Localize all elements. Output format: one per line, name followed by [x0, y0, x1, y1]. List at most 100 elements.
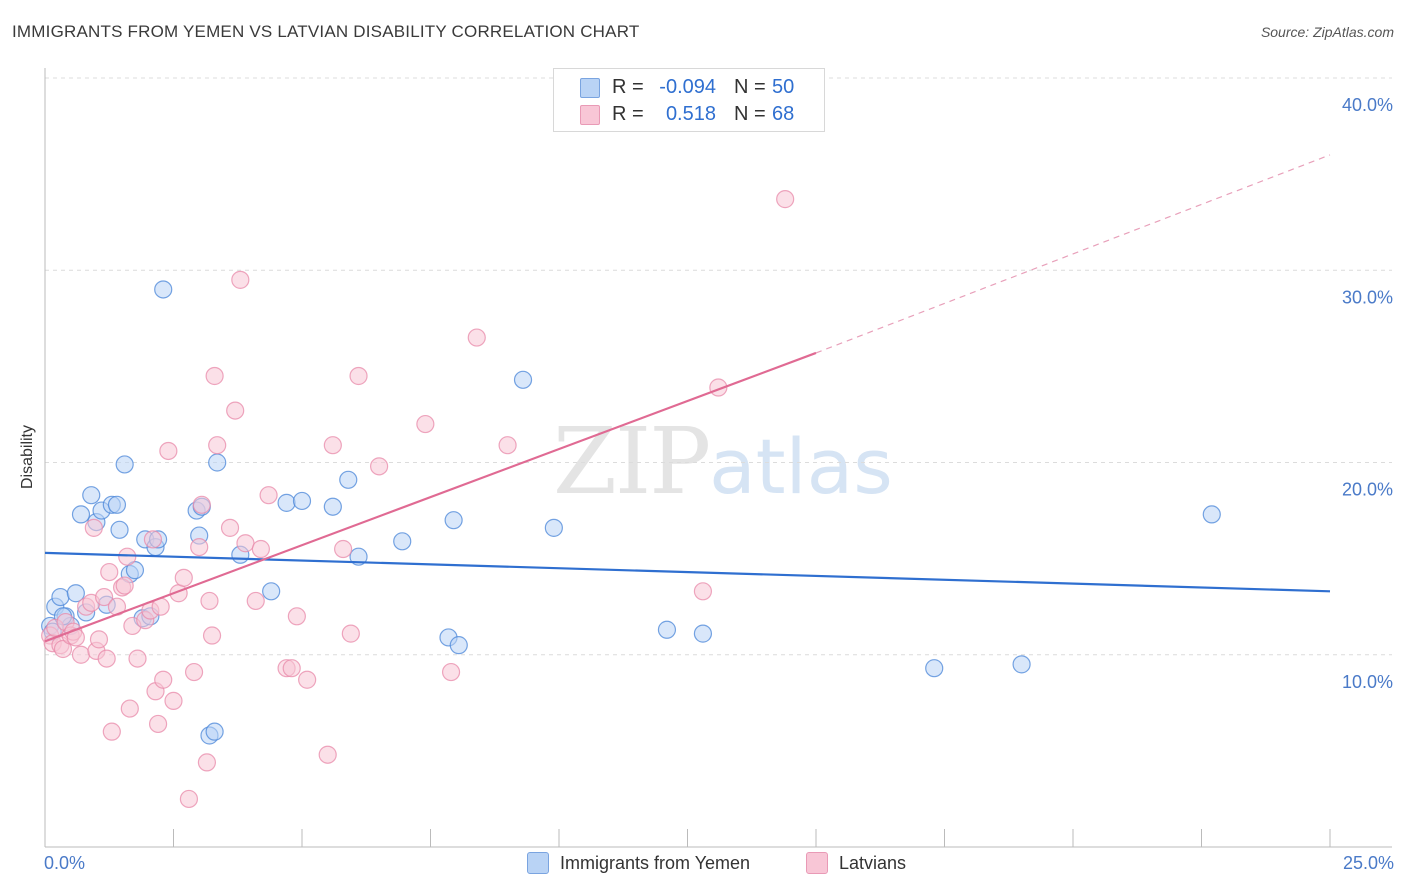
point-yemen	[262, 582, 281, 601]
point-yemen	[1202, 505, 1221, 524]
axes	[44, 68, 1392, 848]
point-yemen	[125, 561, 145, 580]
trend-extension-latvians	[815, 154, 1331, 354]
point-latvians	[192, 495, 211, 514]
point-latvians	[226, 401, 245, 420]
point-latvians	[174, 568, 193, 587]
point-latvians	[71, 645, 91, 664]
point-latvians	[95, 587, 114, 607]
point-yemen	[513, 370, 533, 389]
legend-swatch-latvians	[806, 852, 828, 874]
point-latvians	[246, 591, 265, 611]
point-yemen	[449, 636, 468, 655]
point-latvians	[370, 457, 389, 476]
point-latvians	[154, 670, 173, 689]
point-latvians	[184, 662, 204, 682]
stats-swatch-latvians	[580, 105, 600, 125]
point-yemen	[693, 624, 713, 643]
stats-swatch-yemen	[580, 78, 600, 98]
point-latvians	[197, 753, 217, 772]
point-yemen	[107, 495, 127, 514]
point-latvians	[220, 518, 240, 537]
x-tick-label: 25.0%	[1343, 853, 1394, 873]
point-yemen	[66, 584, 85, 603]
point-yemen	[208, 453, 227, 472]
chart-title: IMMIGRANTS FROM YEMEN VS LATVIAN DISABIL…	[12, 22, 640, 41]
data-points	[41, 190, 1221, 809]
legend-item-yemen[interactable]: Immigrants from Yemen	[527, 852, 750, 874]
point-latvians	[231, 270, 250, 289]
point-latvians	[441, 662, 461, 682]
point-yemen	[51, 587, 70, 607]
point-latvians	[179, 789, 199, 809]
x-tick-label: 0.0%	[44, 853, 85, 873]
point-latvians	[143, 530, 163, 549]
point-yemen	[110, 520, 129, 539]
y-tick-label: 20.0%	[1342, 480, 1393, 500]
point-latvians	[282, 659, 301, 678]
point-latvians	[323, 436, 342, 455]
stats-row-latvians: R = 0.518 N = 68	[554, 101, 824, 127]
point-yemen	[277, 493, 296, 512]
point-latvians	[251, 539, 270, 559]
point-yemen	[115, 455, 134, 474]
point-yemen	[292, 491, 312, 511]
tick-labels: 10.0% 20.0% 30.0% 40.0% 0.0% 25.0%	[44, 95, 1394, 873]
point-latvians	[200, 591, 219, 611]
n-label: N =	[734, 103, 766, 125]
stats-row-yemen: R = -0.094 N = 50	[554, 74, 824, 100]
point-latvians	[205, 366, 224, 386]
watermark-atlas: atlas	[709, 422, 893, 511]
gridlines	[45, 77, 1392, 656]
r-value: -0.094	[659, 76, 716, 98]
point-latvians	[298, 670, 317, 689]
point-yemen	[205, 722, 224, 741]
point-latvians	[84, 518, 103, 537]
point-latvians	[102, 722, 121, 741]
point-latvians	[115, 576, 134, 595]
point-yemen	[323, 497, 342, 516]
point-latvians	[334, 539, 353, 559]
y-tick-label: 10.0%	[1342, 672, 1393, 692]
point-latvians	[148, 714, 168, 734]
point-latvians	[159, 441, 178, 461]
point-latvians	[498, 436, 517, 455]
n-label: N =	[734, 76, 766, 98]
point-latvians	[236, 534, 255, 553]
point-yemen	[154, 280, 173, 299]
point-yemen	[349, 547, 368, 566]
point-latvians	[89, 630, 109, 649]
point-latvians	[190, 537, 209, 557]
legend-swatch-yemen	[527, 852, 549, 874]
point-yemen	[393, 532, 412, 551]
point-latvians	[164, 691, 183, 710]
r-value: 0.518	[665, 103, 716, 125]
point-latvians	[776, 190, 795, 209]
legend-item-latvians[interactable]: Latvians	[806, 852, 906, 874]
legend-label-yemen: Immigrants from Yemen	[560, 852, 751, 873]
point-latvians	[53, 639, 73, 659]
y-tick-label: 30.0%	[1342, 287, 1393, 307]
y-tick-label: 40.0%	[1342, 95, 1393, 115]
watermark: ZIPatlas	[553, 408, 893, 515]
point-latvians	[467, 328, 486, 347]
point-latvians	[202, 626, 222, 645]
point-latvians	[349, 366, 368, 386]
point-latvians	[100, 562, 119, 582]
point-latvians	[128, 649, 147, 668]
trend-line-latvians	[44, 351, 817, 643]
point-yemen	[444, 511, 463, 530]
r-label: R =	[612, 103, 644, 125]
point-latvians	[287, 607, 306, 626]
point-latvians	[97, 649, 116, 668]
point-latvians	[259, 486, 278, 505]
point-yemen	[71, 505, 91, 524]
n-value: 50	[772, 76, 795, 98]
point-latvians	[120, 699, 139, 718]
point-latvians	[208, 436, 227, 455]
point-yemen	[657, 620, 677, 639]
point-latvians	[318, 745, 337, 764]
point-yemen	[339, 470, 358, 489]
legend: Immigrants from Yemen Latvians	[0, 852, 1406, 878]
